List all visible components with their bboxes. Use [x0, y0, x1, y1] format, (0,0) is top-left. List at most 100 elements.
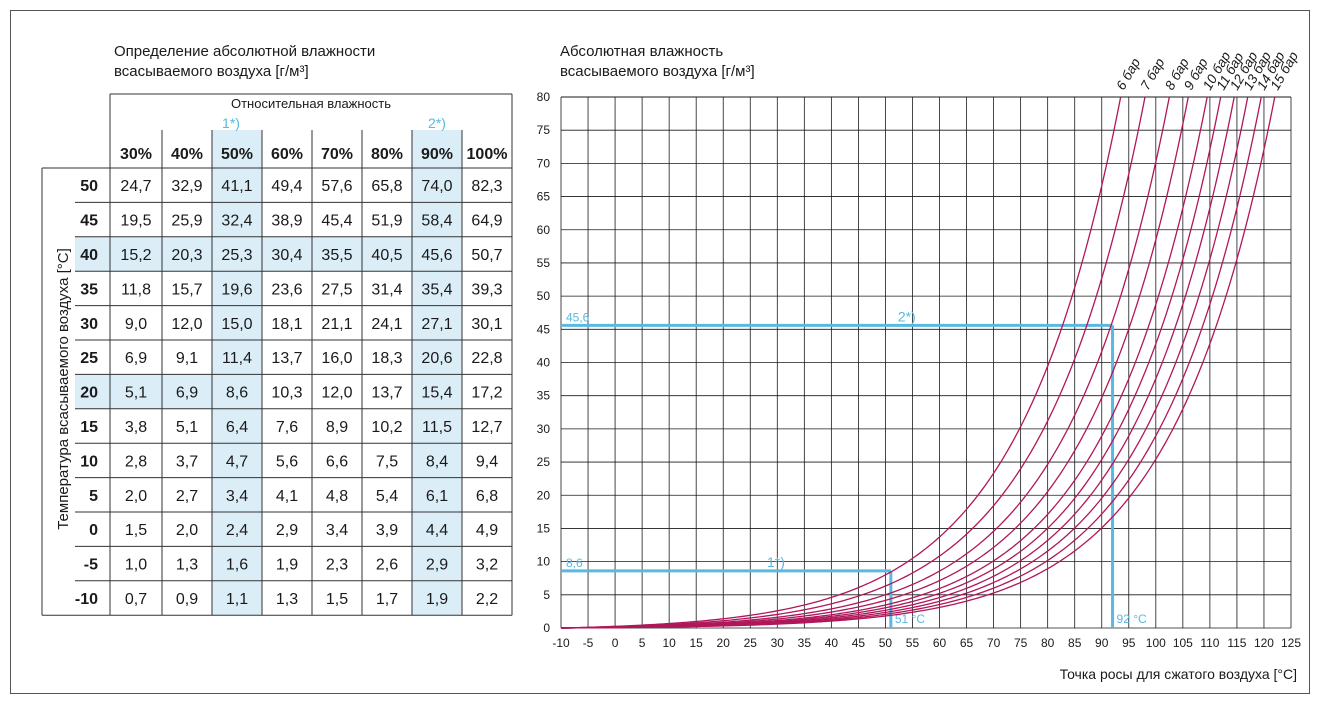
- y-tick-label: 40: [537, 356, 551, 370]
- table-cell: 18,3: [371, 350, 402, 367]
- x-tick-label: 75: [1014, 636, 1028, 650]
- x-tick-label: 15: [690, 636, 704, 650]
- x-tick-label: 45: [852, 636, 866, 650]
- x-tick-label: 120: [1254, 636, 1274, 650]
- table-cell: 7,5: [376, 453, 398, 470]
- table-cell: 8,9: [326, 419, 348, 436]
- highlight-row-20: [75, 374, 262, 409]
- table-cell: 32,9: [171, 178, 202, 195]
- y-tick-label: 20: [537, 488, 551, 502]
- y-tick-label: 45: [537, 322, 551, 336]
- table-cell: 12,0: [171, 316, 202, 333]
- x-tick-label: 65: [960, 636, 974, 650]
- table-cell: 82,3: [471, 178, 502, 195]
- table-cell: 4,7: [226, 453, 248, 470]
- table-cell: 39,3: [471, 281, 502, 298]
- table-cell: 0,7: [125, 591, 147, 608]
- table-cell: 25,3: [221, 247, 252, 264]
- relative-humidity-header: Относительная влажность: [230, 96, 392, 111]
- row-temperature: 15: [80, 419, 98, 436]
- table-cell: 6,4: [226, 419, 248, 436]
- table-cell: 65,8: [371, 178, 402, 195]
- x-tick-label: 60: [933, 636, 947, 650]
- table-cell: 1,5: [125, 522, 147, 539]
- table-cell: 6,8: [476, 488, 498, 505]
- table-cell: 30,1: [471, 316, 502, 333]
- row-temperature: 30: [80, 316, 98, 333]
- table-cell: 64,9: [471, 213, 502, 230]
- table-cell: 2,2: [476, 591, 498, 608]
- table-cell: 49,4: [271, 178, 302, 195]
- table-cell: 2,9: [276, 522, 298, 539]
- table-cell: 51,9: [371, 213, 402, 230]
- x-tick-label: 95: [1122, 636, 1136, 650]
- table-cell: 45,6: [421, 247, 452, 264]
- row-temperature: 20: [80, 385, 98, 402]
- table-cell: 16,0: [321, 350, 352, 367]
- column-header: 30%: [120, 146, 152, 163]
- table-cell: 9,1: [176, 350, 198, 367]
- table-cell: 57,6: [321, 178, 352, 195]
- table-cell: 10,2: [371, 419, 402, 436]
- table-cell: 3,7: [176, 453, 198, 470]
- row-temperature: 0: [89, 522, 98, 539]
- y-tick-label: 0: [543, 621, 550, 635]
- table-cell: 35,4: [421, 281, 452, 298]
- table-cell: 41,1: [221, 178, 252, 195]
- column-header: 60%: [271, 146, 303, 163]
- annotation-y-value: 45,6: [566, 310, 590, 324]
- y-tick-label: 70: [537, 156, 551, 170]
- table-cell: 12,0: [321, 385, 352, 402]
- table-cell: 23,6: [271, 281, 302, 298]
- table-cell: 7,6: [276, 419, 298, 436]
- table-cell: 24,7: [120, 178, 151, 195]
- table-cell: 74,0: [421, 178, 452, 195]
- table-title: Определение абсолютной влажности всасыва…: [114, 42, 375, 82]
- row-temperature: 10: [80, 453, 98, 470]
- x-tick-label: 90: [1095, 636, 1109, 650]
- table-cell: 6,9: [176, 385, 198, 402]
- table-cell: 2,0: [125, 488, 147, 505]
- table-cell: 3,2: [476, 557, 498, 574]
- marker-2: 2*): [428, 115, 446, 131]
- x-tick-label: 20: [717, 636, 731, 650]
- marker-1: 1*): [222, 115, 240, 131]
- highlight-column-90: [412, 130, 462, 616]
- table-title-line2: всасываемого воздуха [г/м³]: [114, 63, 309, 80]
- y-tick-label: 5: [543, 588, 550, 602]
- x-tick-label: 105: [1173, 636, 1193, 650]
- table-cell: 24,1: [371, 316, 402, 333]
- y-tick-label: 25: [537, 455, 551, 469]
- table-cell: 35,5: [321, 247, 352, 264]
- x-tick-label: 115: [1227, 636, 1246, 650]
- y-tick-label: 55: [537, 256, 551, 270]
- x-tick-label: 40: [825, 636, 839, 650]
- column-header: 70%: [321, 146, 353, 163]
- row-temperature: -5: [84, 557, 98, 574]
- table-cell: 9,4: [476, 453, 498, 470]
- table-cell: 18,1: [271, 316, 302, 333]
- x-tick-label: 85: [1068, 636, 1082, 650]
- y-tick-label: 50: [537, 289, 551, 303]
- annotation-x-value: 51 °C: [895, 612, 925, 626]
- table-cell: 13,7: [371, 385, 402, 402]
- table-cell: 1,0: [125, 557, 147, 574]
- x-tick-label: 125: [1281, 636, 1301, 650]
- x-tick-label: 110: [1200, 636, 1219, 650]
- table-cell: 3,8: [125, 419, 147, 436]
- table-cell: 45,4: [321, 213, 352, 230]
- column-header: 40%: [171, 146, 203, 163]
- highlight-column-50: [212, 130, 262, 616]
- y-tick-label: 75: [537, 123, 551, 137]
- table-cell: 15,4: [421, 385, 452, 402]
- x-tick-label: 0: [612, 636, 619, 650]
- row-temperature: 5: [89, 488, 98, 505]
- row-temperature: -10: [75, 591, 98, 608]
- x-tick-label: 10: [662, 636, 676, 650]
- y-tick-label: 80: [537, 90, 551, 104]
- table-cell: 31,4: [371, 281, 402, 298]
- table-cell: 2,7: [176, 488, 198, 505]
- table-cell: 8,4: [426, 453, 448, 470]
- table-cell: 17,2: [471, 385, 502, 402]
- table-cell: 13,7: [271, 350, 302, 367]
